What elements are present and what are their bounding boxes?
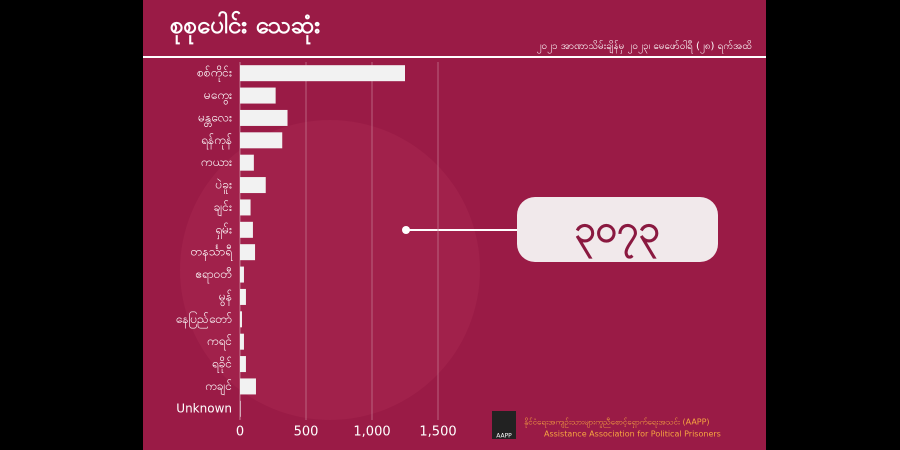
bar xyxy=(240,288,246,305)
y-tick-label: ချင်း xyxy=(214,199,232,217)
organization-en: Assistance Association for Political Pri… xyxy=(544,430,721,439)
x-tick-label: 500 xyxy=(294,425,319,440)
bar xyxy=(240,266,244,283)
bar xyxy=(240,132,283,149)
bar xyxy=(240,333,244,350)
bg-shape xyxy=(180,120,480,420)
y-tick-label: စစ်ကိုင်း xyxy=(197,65,232,83)
x-tick-label: 1,500 xyxy=(419,425,456,440)
bar xyxy=(240,177,266,194)
y-tick-label: တနင်္သာရီ xyxy=(191,244,232,262)
x-tick-label: 1,000 xyxy=(353,425,390,440)
bar xyxy=(240,378,256,395)
bar xyxy=(240,221,253,238)
bar xyxy=(240,311,242,328)
y-tick-label: မကွေး xyxy=(204,88,232,105)
bar xyxy=(240,199,251,216)
y-tick-label: ရှမ်း xyxy=(215,221,232,239)
y-tick-label: Unknown xyxy=(176,401,232,415)
y-tick-label: ဧရာဝတီ xyxy=(195,266,232,284)
y-tick-label: နေပြည်တော် xyxy=(176,310,232,329)
y-tick-label: မန္တလေး xyxy=(198,110,232,127)
x-tick-label: 0 xyxy=(236,425,244,440)
organization: နိုင်ငံရေးအကျဉ်းသားများကူညီစောင့်ရှောက်ရ… xyxy=(524,417,710,429)
total-badge xyxy=(517,197,718,262)
y-tick-label: ကချင် xyxy=(205,378,232,396)
bar xyxy=(240,244,256,261)
y-tick-label: ပဲခူး xyxy=(215,177,232,195)
y-tick-label: ရန်ကုန် xyxy=(201,132,232,150)
y-tick-label: ကရင် xyxy=(207,333,232,351)
logo-text: AAPP xyxy=(496,433,512,440)
bar xyxy=(240,87,276,104)
logo-icon xyxy=(492,411,516,439)
y-tick-label: ရခိုင် xyxy=(212,356,232,374)
bar xyxy=(240,356,246,373)
y-tick-label: မွန် xyxy=(219,288,232,306)
bar xyxy=(240,109,288,126)
y-tick-label: ကယား xyxy=(201,155,232,169)
chart-subtitle: ၂၀၂၁ အာဏာသိမ်းချိန်မှ ၂၀၂၃၊ မေဖော်ဝါရီ (… xyxy=(537,39,752,54)
bar xyxy=(240,154,254,171)
callout-dot xyxy=(402,226,410,234)
bar xyxy=(240,65,405,82)
bar xyxy=(240,400,241,417)
